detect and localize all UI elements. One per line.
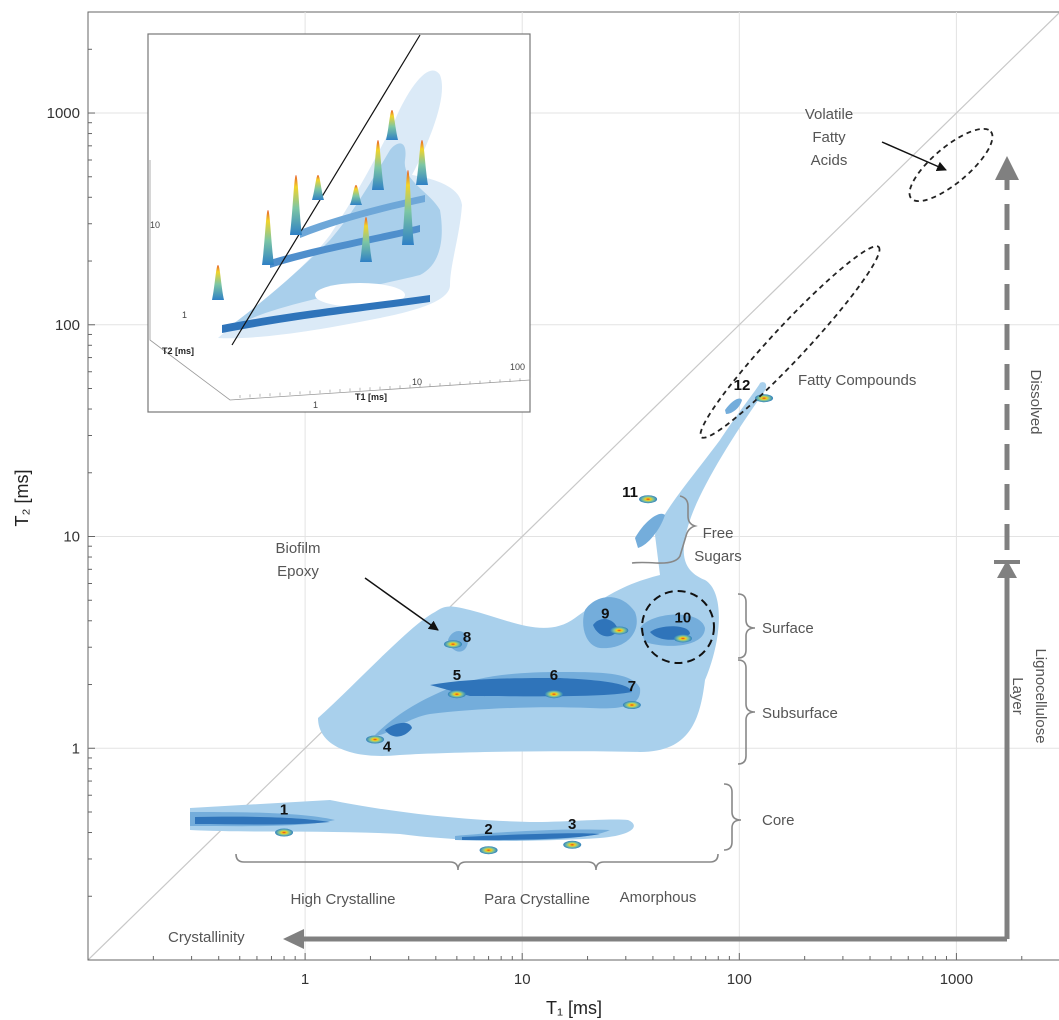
peak-marks bbox=[275, 394, 774, 855]
peak-8-mark bbox=[444, 640, 463, 649]
inset-x-title: T1 [ms] bbox=[355, 392, 387, 402]
peak-8-label: 8 bbox=[463, 629, 471, 646]
inset-y-tick-1: 1 bbox=[182, 310, 187, 320]
y-axis-title: T₂ [ms] bbox=[12, 470, 32, 527]
surface-label: Surface bbox=[762, 620, 814, 637]
biofilm-label: Biofilm Epoxy bbox=[275, 540, 320, 580]
peak-5-label: 5 bbox=[453, 667, 461, 684]
inset-y-title: T2 [ms] bbox=[162, 346, 194, 356]
peak-6-mark bbox=[544, 690, 563, 699]
svg-text:Free: Free bbox=[703, 525, 734, 542]
y-tick-label: 1 bbox=[72, 740, 80, 757]
para-crystalline-label: Para Crystalline bbox=[484, 891, 590, 908]
x-tick-label: 100 bbox=[727, 971, 752, 988]
peak-9-mark bbox=[610, 626, 629, 635]
amorphous-label: Amorphous bbox=[620, 889, 697, 906]
crystallinity-arrow bbox=[283, 929, 1007, 949]
peak-2-mark bbox=[479, 846, 498, 855]
svg-text:Acids: Acids bbox=[811, 152, 848, 169]
peak-7-label: 7 bbox=[628, 678, 636, 695]
x-tick-label: 1 bbox=[301, 971, 309, 988]
peak-10-mark bbox=[673, 634, 692, 643]
peak-4-label: 4 bbox=[383, 739, 392, 756]
inset-spike bbox=[350, 185, 362, 205]
inset-spike bbox=[290, 175, 302, 235]
inset-spike bbox=[416, 140, 428, 185]
vfa-label: Volatile Fatty Acids bbox=[805, 106, 853, 169]
dissolved-arrow bbox=[995, 156, 1019, 550]
peak-3-mark bbox=[563, 840, 582, 849]
svg-text:Fatty: Fatty bbox=[812, 129, 846, 146]
fatty-compounds-label: Fatty Compounds bbox=[798, 372, 916, 389]
peak-4-mark bbox=[366, 735, 385, 744]
peak-12-label: 12 bbox=[734, 377, 751, 394]
x-tick-label: 1000 bbox=[940, 971, 973, 988]
crystallinity-label: Crystallinity bbox=[168, 929, 245, 946]
lignocellulose-arrow bbox=[994, 560, 1020, 939]
inset-x-tick-100: 100 bbox=[510, 362, 525, 372]
inset-x-tick-1: 1 bbox=[313, 400, 318, 410]
peak-2-label: 2 bbox=[484, 821, 492, 838]
y-tick-label: 100 bbox=[55, 317, 80, 334]
peak-1-mark bbox=[275, 828, 294, 837]
peak-1-label: 1 bbox=[280, 802, 288, 819]
x-tick-label: 10 bbox=[514, 971, 531, 988]
svg-text:Epoxy: Epoxy bbox=[277, 563, 319, 580]
inset-spike bbox=[360, 217, 372, 262]
svg-text:Biofilm: Biofilm bbox=[275, 540, 320, 557]
inset-spike bbox=[212, 265, 224, 300]
y-axis-ticks: 1 10 100 1000 bbox=[47, 11, 95, 961]
peak-10-circle bbox=[641, 590, 715, 664]
identity-line bbox=[88, 12, 1059, 960]
inset-spike bbox=[386, 110, 398, 140]
dissolved-label: Dissolved bbox=[1027, 369, 1044, 434]
peak-5-mark bbox=[447, 690, 466, 699]
svg-text:Volatile: Volatile bbox=[805, 106, 853, 123]
high-crystalline-label: High Crystalline bbox=[290, 891, 395, 908]
core-label: Core bbox=[762, 812, 795, 829]
peak-3-label: 3 bbox=[568, 816, 576, 833]
svg-text:Lignocellulose: Lignocellulose bbox=[1032, 648, 1049, 743]
svg-text:Layer: Layer bbox=[1009, 677, 1026, 715]
peak-9-label: 9 bbox=[601, 606, 609, 623]
peak-11-mark bbox=[639, 495, 658, 504]
vfa-arrow bbox=[881, 141, 947, 171]
peak-10-label: 10 bbox=[675, 610, 692, 627]
inset-3d-plot: T2 [ms] T1 [ms] 1 10 100 1 10 bbox=[147, 33, 531, 413]
svg-text:Sugars: Sugars bbox=[694, 548, 742, 565]
inset-spike bbox=[262, 210, 274, 265]
inset-x-tick-10: 10 bbox=[412, 377, 422, 387]
right-braces bbox=[631, 495, 756, 851]
inset-y-tick-10: 10 bbox=[150, 220, 160, 230]
peak-12-mark bbox=[755, 394, 774, 403]
peak-6-label: 6 bbox=[550, 667, 558, 684]
y-tick-label: 1000 bbox=[47, 105, 80, 122]
x-axis-ticks: 1 10 100 1000 bbox=[87, 953, 1023, 988]
bottom-braces bbox=[235, 853, 719, 871]
peak-11-label: 11 bbox=[622, 484, 638, 501]
inset-spike bbox=[312, 175, 324, 200]
y-tick-label: 10 bbox=[63, 529, 80, 546]
fatty-compounds-ellipse bbox=[699, 245, 881, 439]
x-axis-title: T₁ [ms] bbox=[546, 998, 602, 1018]
biofilm-arrow bbox=[364, 577, 439, 631]
inset-spike bbox=[402, 170, 414, 245]
lignocellulose-label: Lignocellulose Layer bbox=[1009, 648, 1049, 743]
contour-layer-outer bbox=[190, 382, 767, 841]
free-sugars-label: Free Sugars bbox=[694, 525, 742, 565]
inset-spike bbox=[372, 140, 384, 190]
peak-7-mark bbox=[622, 701, 641, 710]
contour-layer-inner bbox=[195, 618, 690, 840]
subsurface-label: Subsurface bbox=[762, 705, 838, 722]
